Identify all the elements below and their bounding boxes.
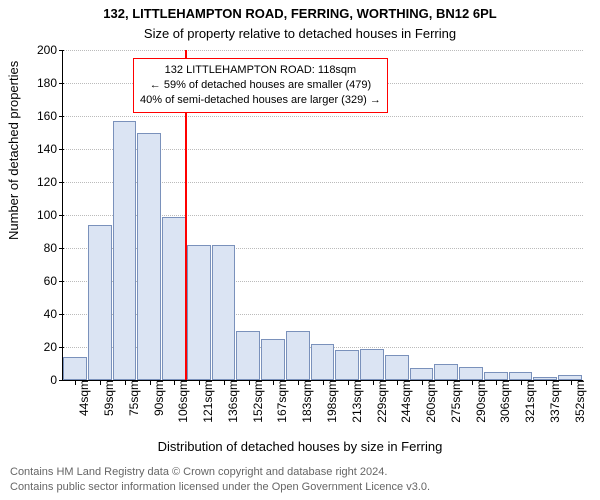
- chart-subtitle: Size of property relative to detached ho…: [0, 26, 600, 41]
- y-tick: 180: [37, 76, 63, 90]
- y-tick: 140: [37, 142, 63, 156]
- y-tick: 40: [44, 307, 63, 321]
- x-tick-mark: [422, 380, 423, 385]
- histogram-bar: [212, 245, 236, 380]
- histogram-bar: [236, 331, 260, 381]
- gridline: [63, 116, 583, 117]
- histogram-bar: [410, 368, 434, 380]
- histogram-bar: [261, 339, 285, 380]
- x-tick-mark: [472, 380, 473, 385]
- footer-line-2: Contains public sector information licen…: [10, 480, 590, 494]
- x-tick-mark: [224, 380, 225, 385]
- x-axis-label: Distribution of detached houses by size …: [0, 439, 600, 454]
- callout-box: 132 LITTLEHAMPTON ROAD: 118sqm← 59% of d…: [133, 58, 388, 113]
- x-tick-mark: [373, 380, 374, 385]
- x-tick-mark: [75, 380, 76, 385]
- y-axis-label: Number of detached properties: [6, 61, 21, 240]
- histogram-bar: [88, 225, 112, 380]
- y-tick: 20: [44, 340, 63, 354]
- histogram-bar: [484, 372, 508, 380]
- histogram-bar: [187, 245, 211, 380]
- y-tick: 160: [37, 109, 63, 123]
- y-tick: 60: [44, 274, 63, 288]
- histogram-bar: [385, 355, 409, 380]
- x-tick: 352sqm: [571, 380, 587, 423]
- histogram-bar: [459, 367, 483, 380]
- y-tick: 0: [50, 373, 63, 387]
- chart-title: 132, LITTLEHAMPTON ROAD, FERRING, WORTHI…: [0, 6, 600, 21]
- x-tick: 244sqm: [397, 380, 413, 423]
- y-tick: 100: [37, 208, 63, 222]
- histogram-bar: [63, 357, 87, 380]
- x-tick: 321sqm: [521, 380, 537, 423]
- x-tick: 337sqm: [546, 380, 562, 423]
- x-tick: 121sqm: [199, 380, 215, 423]
- x-tick-mark: [323, 380, 324, 385]
- histogram-bar: [509, 372, 533, 380]
- callout-line3: 40% of semi-detached houses are larger (…: [140, 93, 381, 108]
- x-tick: 90sqm: [150, 380, 166, 416]
- x-tick-mark: [546, 380, 547, 385]
- x-tick: 152sqm: [249, 380, 265, 423]
- x-tick-mark: [496, 380, 497, 385]
- x-tick: 75sqm: [125, 380, 141, 416]
- histogram-bar: [434, 364, 458, 381]
- x-tick-mark: [348, 380, 349, 385]
- x-tick: 290sqm: [472, 380, 488, 423]
- x-tick: 59sqm: [100, 380, 116, 416]
- histogram-bar: [360, 349, 384, 380]
- y-tick: 80: [44, 241, 63, 255]
- x-tick-mark: [447, 380, 448, 385]
- x-tick: 183sqm: [298, 380, 314, 423]
- histogram-bar: [311, 344, 335, 380]
- x-tick-mark: [273, 380, 274, 385]
- plot-area: 02040608010012014016018020044sqm59sqm75s…: [62, 50, 583, 381]
- x-tick: 167sqm: [273, 380, 289, 423]
- histogram-bar: [113, 121, 137, 380]
- x-tick-mark: [125, 380, 126, 385]
- x-tick: 229sqm: [373, 380, 389, 423]
- footer-line-1: Contains HM Land Registry data © Crown c…: [10, 465, 590, 479]
- x-tick-mark: [174, 380, 175, 385]
- x-tick: 213sqm: [348, 380, 364, 423]
- x-tick-mark: [199, 380, 200, 385]
- x-tick-mark: [397, 380, 398, 385]
- callout-line2: ← 59% of detached houses are smaller (47…: [140, 78, 381, 93]
- callout-line1: 132 LITTLEHAMPTON ROAD: 118sqm: [140, 63, 381, 78]
- histogram-bar: [335, 350, 359, 380]
- histogram-bar: [286, 331, 310, 381]
- y-tick: 120: [37, 175, 63, 189]
- x-tick-mark: [298, 380, 299, 385]
- footer-attribution: Contains HM Land Registry data © Crown c…: [10, 465, 590, 494]
- x-tick-mark: [249, 380, 250, 385]
- x-tick-mark: [100, 380, 101, 385]
- y-tick: 200: [37, 43, 63, 57]
- x-tick-mark: [571, 380, 572, 385]
- x-tick-mark: [150, 380, 151, 385]
- x-tick: 260sqm: [422, 380, 438, 423]
- x-tick: 106sqm: [174, 380, 190, 423]
- x-tick: 44sqm: [75, 380, 91, 416]
- gridline: [63, 50, 583, 51]
- histogram-bar: [162, 217, 186, 380]
- x-tick: 275sqm: [447, 380, 463, 423]
- x-tick: 136sqm: [224, 380, 240, 423]
- x-tick: 198sqm: [323, 380, 339, 423]
- x-tick-mark: [521, 380, 522, 385]
- histogram-bar: [137, 133, 161, 381]
- x-tick: 306sqm: [496, 380, 512, 423]
